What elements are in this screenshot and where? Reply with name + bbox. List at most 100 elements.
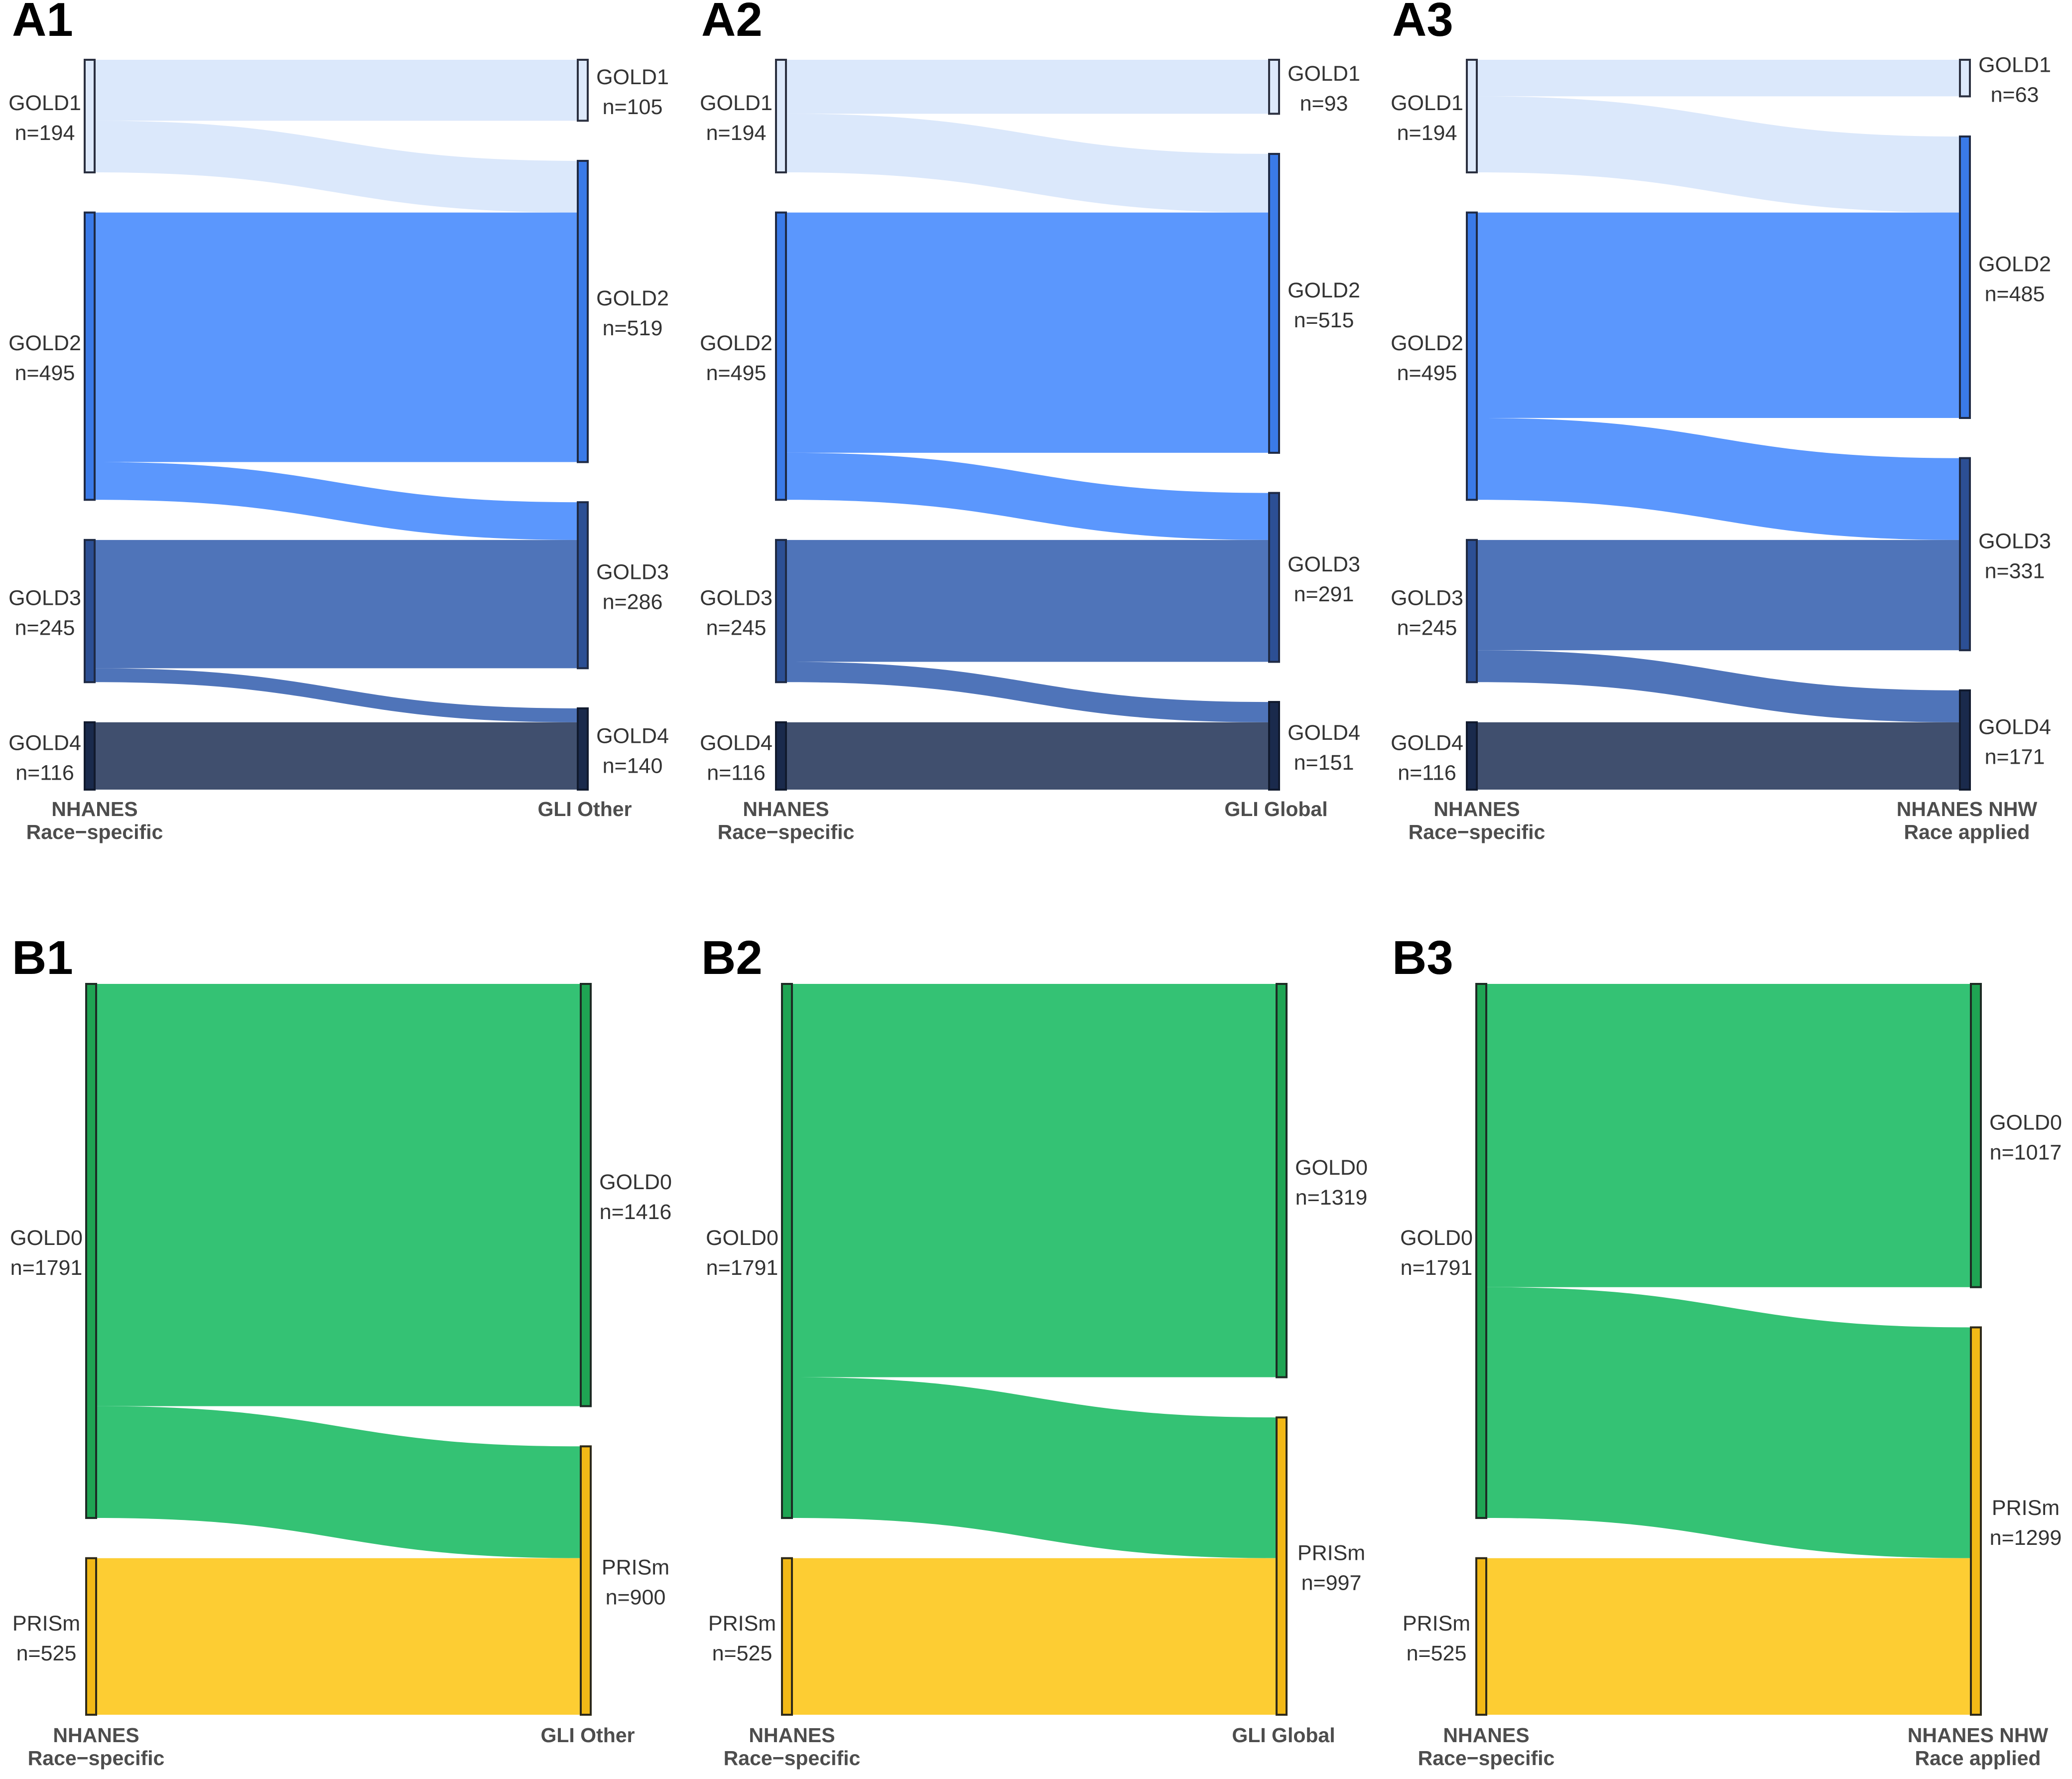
right-node-label: GOLD4 <box>596 724 669 748</box>
flow-gold2-to-gold2 <box>786 212 1269 453</box>
left-node-label: GOLD4 <box>8 731 81 755</box>
links-A2 <box>786 60 1269 790</box>
left-node-count: n=525 <box>16 1642 77 1665</box>
panel-label-A3: A3 <box>1392 0 1453 46</box>
left-node-prism <box>1475 1557 1487 1716</box>
left-node-label: GOLD4 <box>700 731 773 755</box>
right-node-label: GOLD3 <box>596 560 669 584</box>
labels-B2: GOLD0 n=1791 PRISm n=525 GOLD0 n=1319 PRISm n=9… <box>706 1156 1368 1770</box>
right-node-count: n=519 <box>603 316 663 340</box>
links-B2 <box>792 984 1277 1715</box>
right-node-label: PRISm <box>602 1556 669 1580</box>
right-node-gold4 <box>1959 689 1971 791</box>
panel-B1: B1 GOLD0 n=1791 PRISm n=525 GOLD0 n=1416 PRISm… <box>10 931 672 1770</box>
right-axis-label: GLI Other <box>537 798 632 821</box>
right-node-count: n=1319 <box>1295 1186 1368 1210</box>
panel-label-B2: B2 <box>701 931 763 984</box>
left-node-gold1 <box>84 59 96 174</box>
left-axis-label: NHANES <box>1433 798 1520 821</box>
left-node-label: PRISm <box>708 1612 776 1636</box>
left-node-count: n=245 <box>706 616 767 640</box>
right-node-gold2 <box>1959 135 1971 419</box>
flow-gold1-to-gold2 <box>95 121 578 213</box>
right-node-count: n=140 <box>603 754 663 778</box>
flow-gold3-to-gold4 <box>1477 650 1960 722</box>
flow-prism-to-prism <box>1486 1558 1971 1715</box>
flow-gold0-to-gold0 <box>792 984 1277 1377</box>
left-axis-label: Race−specific <box>724 1747 861 1770</box>
panel-label-A1: A1 <box>12 0 73 46</box>
flow-gold1-to-gold1 <box>786 60 1269 114</box>
flow-gold2-to-gold2 <box>1477 212 1960 418</box>
right-node-label: GOLD1 <box>1288 62 1360 86</box>
right-axis-label: Race applied <box>1915 1747 2041 1770</box>
left-node-count: n=525 <box>1407 1642 1467 1665</box>
left-node-count: n=1791 <box>1401 1256 1473 1280</box>
right-node-label: GOLD1 <box>1978 53 2051 77</box>
flow-gold4-to-gold4 <box>95 722 578 790</box>
right-node-label: GOLD2 <box>1978 252 2051 276</box>
flow-gold2-to-gold3 <box>1477 418 1960 540</box>
right-node-label: PRISm <box>1297 1541 1365 1565</box>
left-axis-label: Race−specific <box>1418 1747 1555 1770</box>
labels-B3: GOLD0 n=1791 PRISm n=525 GOLD0 n=1017 PRISm n=1… <box>1400 1110 2062 1770</box>
right-node-prism <box>1276 1416 1288 1716</box>
left-node-prism <box>85 1557 97 1716</box>
right-node-gold0 <box>1276 983 1288 1378</box>
right-node-label: GOLD4 <box>1978 715 2051 739</box>
panel-A2: A2 GOLD1 n=194 GOLD2 n=495 GOLD3 n=245 GOLD4 n=… <box>700 0 1360 843</box>
left-node-label: GOLD3 <box>8 586 81 610</box>
left-node-label: GOLD1 <box>8 91 81 115</box>
right-node-prism <box>1970 1326 1982 1716</box>
flow-gold0-to-prism <box>792 1377 1277 1558</box>
right-node-gold3 <box>1268 492 1280 663</box>
right-node-gold4 <box>1268 701 1280 791</box>
flow-gold3-to-gold3 <box>1477 540 1960 651</box>
flow-gold1-to-gold2 <box>1477 96 1960 213</box>
left-axis-label: NHANES <box>51 798 137 821</box>
right-node-count: n=1416 <box>600 1200 672 1224</box>
left-node-label: PRISm <box>1403 1612 1470 1636</box>
links-A1 <box>95 60 578 790</box>
left-node-label: GOLD3 <box>700 586 773 610</box>
flow-gold1-to-gold1 <box>95 60 578 121</box>
right-axis-label: GLI Global <box>1224 798 1327 821</box>
left-node-gold2 <box>775 211 787 501</box>
flow-gold2-to-gold3 <box>786 452 1269 540</box>
right-node-gold4 <box>577 707 589 791</box>
left-node-label: GOLD1 <box>1391 91 1463 115</box>
left-axis-label: Race−specific <box>26 821 163 843</box>
right-node-count: n=63 <box>1991 83 2039 107</box>
right-axis-label: Race applied <box>1904 821 2030 843</box>
nodes-B1 <box>85 983 592 1716</box>
right-node-count: n=291 <box>1294 582 1354 606</box>
right-axis-label: NHANES NHW <box>1908 1724 2049 1747</box>
left-axis-label: NHANES <box>1443 1724 1529 1747</box>
left-node-count: n=245 <box>15 616 75 640</box>
right-node-label: PRISm <box>1992 1496 2060 1520</box>
right-node-count: n=997 <box>1301 1571 1362 1595</box>
left-node-label: GOLD0 <box>1400 1226 1473 1250</box>
right-node-label: GOLD0 <box>1295 1156 1368 1180</box>
right-axis-label: GLI Global <box>1232 1724 1335 1747</box>
flow-gold0-to-prism <box>1486 1287 1971 1558</box>
panel-label-B3: B3 <box>1392 931 1453 984</box>
right-node-gold3 <box>577 501 589 670</box>
left-axis-label: NHANES <box>743 798 829 821</box>
flow-gold1-to-gold1 <box>1477 60 1960 97</box>
left-axis-label: Race−specific <box>718 821 855 843</box>
left-node-count: n=245 <box>1397 616 1457 640</box>
right-node-gold0 <box>580 983 592 1407</box>
left-node-gold1 <box>1466 59 1478 174</box>
flow-gold2-to-gold2 <box>95 212 578 462</box>
left-node-label: GOLD4 <box>1391 731 1463 755</box>
right-node-label: GOLD2 <box>596 286 669 310</box>
left-node-gold3 <box>1466 539 1478 684</box>
left-node-count: n=194 <box>706 121 767 145</box>
labels-A1: GOLD1 n=194 GOLD2 n=495 GOLD3 n=245 GOLD4 n=116… <box>8 65 669 843</box>
left-node-gold0 <box>85 983 97 1519</box>
left-node-label: GOLD3 <box>1391 586 1463 610</box>
left-node-prism <box>781 1557 793 1716</box>
left-axis-label: Race−specific <box>28 1747 165 1770</box>
